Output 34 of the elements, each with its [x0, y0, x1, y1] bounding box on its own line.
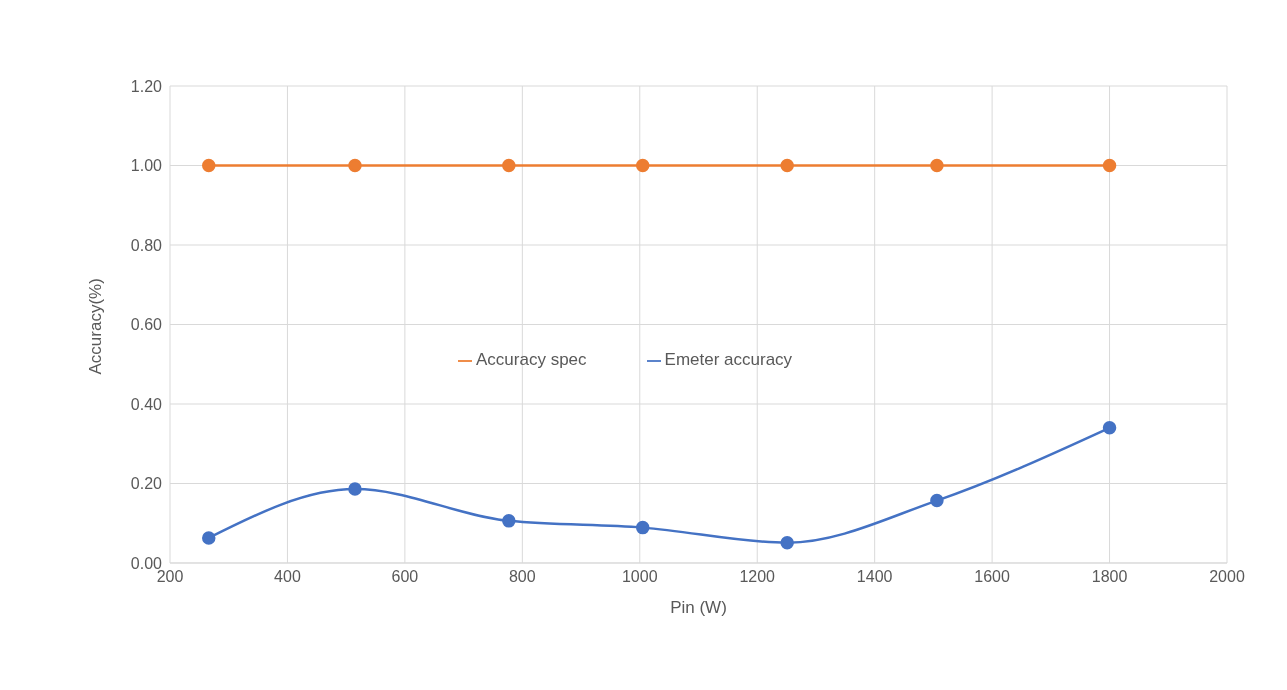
point: [635, 520, 650, 535]
y-tick-label: 1.00: [130, 157, 163, 175]
y-axis-title: Accuracy(%): [86, 278, 106, 375]
legend-label: Accuracy spec: [476, 350, 587, 369]
point: [502, 514, 516, 528]
x-tick-label: 2000: [1209, 568, 1245, 586]
point: [502, 158, 516, 173]
x-tick-label: 400: [274, 568, 301, 586]
x-tick-label: 1200: [739, 568, 776, 586]
point: [1102, 158, 1117, 173]
point: [202, 158, 216, 173]
x-tick-label: 600: [391, 568, 419, 586]
y-tick-label: 0.60: [130, 316, 163, 334]
legend-label: Emeter accuracy: [664, 350, 793, 369]
point: [348, 158, 362, 173]
x-tick-label: 1400: [856, 568, 893, 586]
y-tick-label: 1.20: [130, 77, 163, 95]
y-tick-label: 0.40: [130, 395, 163, 413]
point: [930, 158, 944, 173]
point: [635, 158, 650, 173]
x-tick-label: 1000: [621, 568, 658, 586]
x-tick-label: 1800: [1091, 568, 1128, 586]
point: [930, 493, 944, 508]
point: [348, 482, 362, 496]
x-axis-title: Pin (W): [670, 598, 727, 617]
point: [780, 158, 794, 173]
x-tick-label: 1600: [974, 568, 1011, 586]
point: [1102, 421, 1117, 435]
y-tick-label: 0.20: [130, 475, 163, 493]
point: [202, 531, 216, 545]
x-tick-label: 200: [156, 568, 184, 586]
point: [780, 535, 794, 550]
y-tick-label: 0.80: [130, 236, 163, 254]
x-tick-label: 800: [508, 568, 536, 586]
